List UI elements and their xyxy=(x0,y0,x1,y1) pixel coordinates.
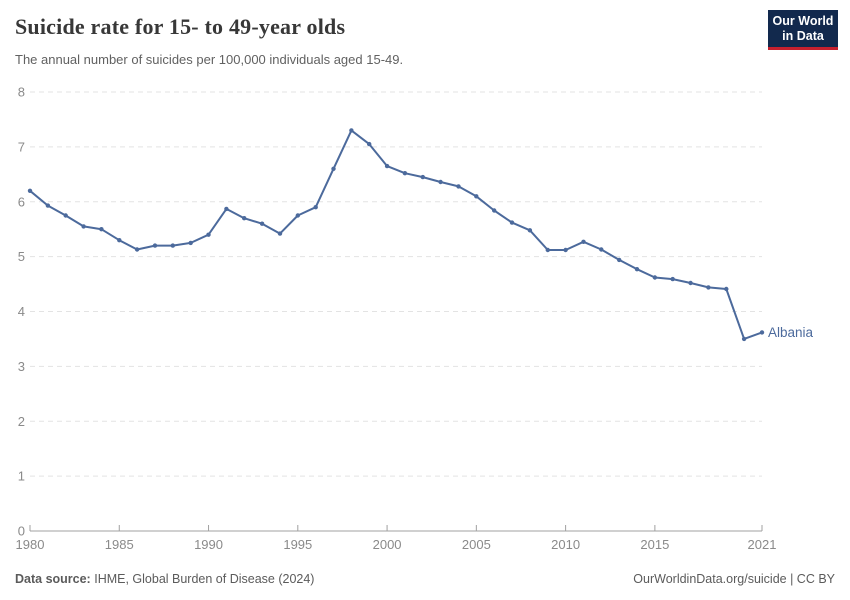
data-point[interactable] xyxy=(206,232,211,237)
x-tick-label: 2005 xyxy=(462,537,491,552)
y-tick-label: 0 xyxy=(18,524,25,539)
data-point[interactable] xyxy=(759,330,765,335)
data-point[interactable] xyxy=(741,336,747,342)
data-point[interactable] xyxy=(420,174,425,180)
owid-logo[interactable]: Our World in Data xyxy=(768,10,838,50)
data-point[interactable] xyxy=(313,205,318,210)
series-line-albania[interactable] xyxy=(29,129,763,340)
line-chart-canvas: 0 1 2 3 4 5 6 7 8 1980 1985 1990 1995 2000 2005 2010 201… xyxy=(16,85,814,552)
data-point[interactable] xyxy=(259,221,265,226)
y-tick-label: 6 xyxy=(18,194,25,209)
data-point[interactable] xyxy=(188,240,193,246)
data-source-text: IHME, Global Burden of Disease (2024) xyxy=(94,572,315,586)
data-point[interactable] xyxy=(277,231,283,236)
data-point[interactable] xyxy=(599,247,604,252)
data-point[interactable] xyxy=(134,247,140,252)
data-point[interactable] xyxy=(349,128,354,133)
data-point[interactable] xyxy=(384,163,390,169)
data-point[interactable] xyxy=(117,238,122,243)
data-point[interactable] xyxy=(27,188,33,193)
data-source-label: Data source: xyxy=(15,572,91,586)
data-point[interactable] xyxy=(81,224,86,229)
data-point[interactable] xyxy=(688,280,693,286)
series-end-label[interactable]: Albania xyxy=(768,325,814,340)
data-point[interactable] xyxy=(581,239,586,244)
data-point[interactable] xyxy=(634,267,640,272)
x-tick-label: 2010 xyxy=(551,537,580,552)
chart-title: Suicide rate for 15- to 49-year olds xyxy=(15,14,346,39)
y-tick-label: 1 xyxy=(18,469,25,484)
owid-logo-line1: Our World xyxy=(772,14,834,28)
data-point[interactable] xyxy=(224,206,229,212)
data-point[interactable] xyxy=(170,243,175,248)
x-tick-label: 1985 xyxy=(105,537,134,552)
data-point[interactable] xyxy=(545,247,550,253)
data-point[interactable] xyxy=(724,286,729,292)
chart-subtitle: The annual number of suicides per 100,00… xyxy=(15,52,404,67)
y-tick-label: 7 xyxy=(18,139,25,154)
y-tick-label: 3 xyxy=(18,359,25,374)
data-point[interactable] xyxy=(295,213,300,218)
x-tick-label: 2015 xyxy=(640,537,669,552)
y-tick-label: 5 xyxy=(18,249,25,264)
x-tick-label: 2000 xyxy=(373,537,402,552)
data-source: Data source: IHME, Global Burden of Dise… xyxy=(15,572,314,586)
data-point[interactable] xyxy=(242,216,247,221)
data-point[interactable] xyxy=(331,166,336,171)
x-tick-label: 2021 xyxy=(748,537,777,552)
data-point[interactable] xyxy=(527,228,533,233)
data-point[interactable] xyxy=(402,171,408,176)
data-point[interactable] xyxy=(706,285,711,290)
y-tick-label: 8 xyxy=(18,85,25,100)
data-point[interactable] xyxy=(563,247,568,253)
data-point[interactable] xyxy=(474,194,479,199)
data-point[interactable] xyxy=(652,275,658,280)
data-point[interactable] xyxy=(492,208,497,213)
chart-footer: Data source: IHME, Global Burden of Dise… xyxy=(15,572,835,586)
data-point[interactable] xyxy=(99,227,104,232)
data-point[interactable] xyxy=(438,179,443,185)
data-point[interactable] xyxy=(617,257,622,263)
data-point[interactable] xyxy=(509,220,515,225)
data-point[interactable] xyxy=(45,203,51,208)
x-tick-label: 1980 xyxy=(16,537,45,552)
data-point[interactable] xyxy=(63,213,68,218)
x-tick-label: 1995 xyxy=(283,537,312,552)
data-point[interactable] xyxy=(152,243,158,248)
data-point[interactable] xyxy=(367,141,372,147)
y-tick-label: 2 xyxy=(18,414,25,429)
y-tick-label: 4 xyxy=(18,304,25,319)
owid-logo-line2: in Data xyxy=(782,29,824,43)
license-link[interactable]: OurWorldinData.org/suicide | CC BY xyxy=(633,572,835,586)
x-tick-label: 1990 xyxy=(194,537,223,552)
data-point[interactable] xyxy=(670,276,675,282)
data-point[interactable] xyxy=(456,184,461,189)
